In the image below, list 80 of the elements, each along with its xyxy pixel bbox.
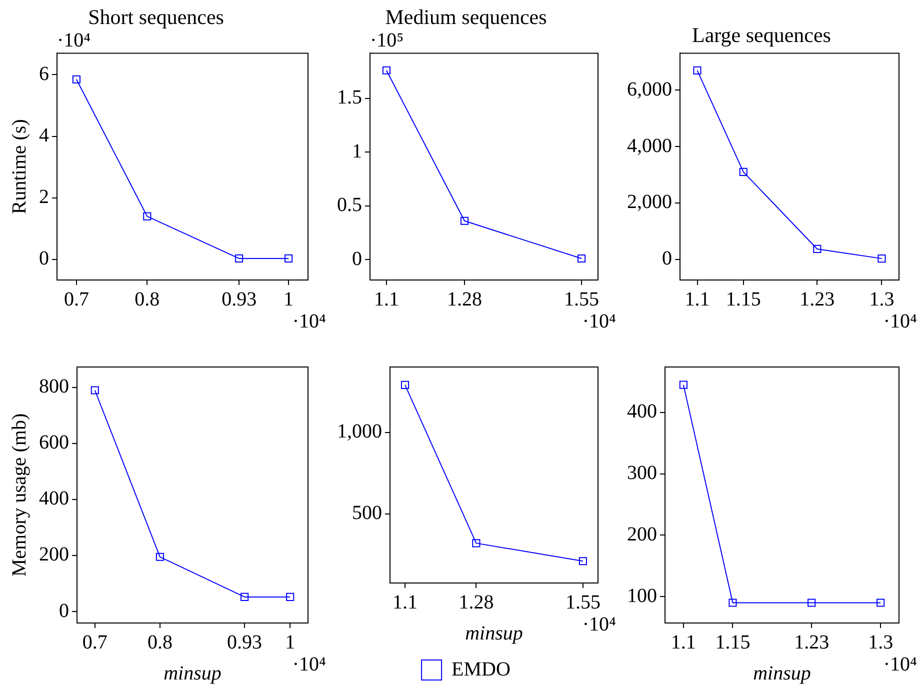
x-axis-title: minsup <box>753 662 811 684</box>
x-tick-label: 1 <box>285 631 296 654</box>
point <box>90 386 99 394</box>
y-tick-label: 200 <box>39 544 69 566</box>
text: ·10⁴ <box>57 29 91 52</box>
y-tick-label: 2 <box>39 186 49 208</box>
text: ·10⁴ <box>292 310 326 332</box>
x-tick-label: 1.1 <box>670 631 696 654</box>
point <box>156 552 164 561</box>
x-tick-label: 1.15 <box>715 631 750 654</box>
point <box>240 592 249 601</box>
x-tick-label: 1.55 <box>565 591 600 614</box>
point <box>284 254 293 262</box>
text: ·10⁵ <box>370 29 404 52</box>
point <box>235 254 244 262</box>
point <box>577 254 586 263</box>
y-tick-label: 500 <box>352 502 382 524</box>
y-axis-title: Runtime (s) <box>8 119 30 214</box>
x-tick-label: 0.7 <box>64 288 89 310</box>
point <box>143 212 152 220</box>
x-tick-label: 1 <box>284 288 294 310</box>
chart-title: Medium sequences <box>385 5 547 30</box>
x-tick-label: 1.3 <box>869 288 894 310</box>
y-tick-label: 2,000 <box>627 191 672 214</box>
x-tick-label: 1.15 <box>726 288 761 310</box>
x-tick-label: 1.28 <box>458 591 494 614</box>
text: ·10⁴ <box>883 653 918 676</box>
text: ·10⁴ <box>582 310 616 332</box>
y-tick-label: 100 <box>627 584 657 607</box>
point <box>472 539 480 548</box>
x-axis-title: minsup <box>164 662 222 684</box>
y-tick-label: 300 <box>627 462 657 484</box>
point <box>739 168 748 176</box>
y-tick-label: 0 <box>662 248 672 270</box>
text: ·10⁴ <box>292 653 326 676</box>
x-tick-label: 0.93 <box>222 288 257 310</box>
x-tick-label: 1.1 <box>374 288 399 310</box>
y-tick-label: 200 <box>627 523 657 546</box>
y-tick-label: 0 <box>39 248 49 270</box>
x-tick-label: 1.23 <box>800 288 835 310</box>
y-tick-label: 0 <box>59 600 69 622</box>
point <box>813 244 822 254</box>
x-tick-label: 0.7 <box>82 631 108 654</box>
point <box>578 557 588 566</box>
x-tick-label: 1.28 <box>446 288 482 310</box>
y-tick-label: 6,000 <box>627 78 672 100</box>
text: ·10⁴ <box>582 613 616 636</box>
x-tick-label: 1.55 <box>564 288 600 310</box>
y-tick-label: 4 <box>39 124 49 147</box>
x-tick-label: 0.8 <box>147 631 172 654</box>
text: ·10⁴ <box>883 310 918 332</box>
y-tick-label: 1 <box>352 140 362 162</box>
chart-title: Short sequences <box>88 5 224 30</box>
y-tick-label: 0 <box>352 248 362 270</box>
x-tick-label: 1.3 <box>868 631 894 654</box>
point <box>72 75 80 84</box>
y-tick-label: 800 <box>39 376 69 398</box>
y-tick-label: 600 <box>39 432 69 454</box>
point <box>878 254 886 263</box>
chart-title: Large sequences <box>692 23 831 48</box>
y-tick-label: 400 <box>627 400 657 423</box>
x-tick-label: 1.1 <box>392 591 418 614</box>
point <box>382 66 391 74</box>
y-tick-label: 6 <box>39 62 49 85</box>
y-tick-label: 1,000 <box>337 420 382 443</box>
point <box>460 216 469 225</box>
x-tick-label: 1.1 <box>684 288 710 310</box>
y-tick-label: 400 <box>39 488 69 510</box>
y-tick-label: 0.5 <box>337 194 362 216</box>
x-axis-title: minsup <box>465 622 523 644</box>
x-tick-label: 1.23 <box>794 631 830 654</box>
point <box>286 592 294 601</box>
x-tick-label: 0.8 <box>134 288 160 310</box>
y-axis-title: Memory usage (mb) <box>8 413 30 577</box>
y-tick-label: 4,000 <box>627 134 672 157</box>
y-tick-label: 1.5 <box>337 86 362 109</box>
legend-label: EMDO <box>452 658 510 680</box>
x-tick-label: 0.93 <box>227 631 262 654</box>
point <box>693 66 702 74</box>
point <box>400 380 410 389</box>
